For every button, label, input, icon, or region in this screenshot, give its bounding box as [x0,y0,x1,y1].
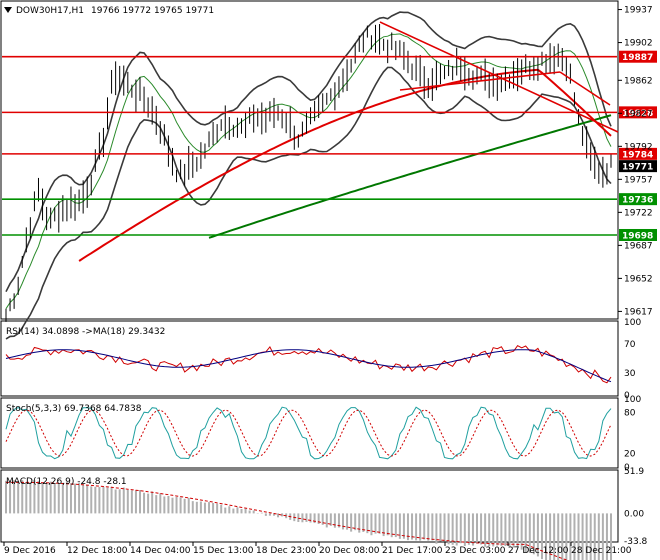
price-tick-label: 19827 [624,109,653,119]
price-tick-label: 19722 [624,208,653,218]
time-axis-label: 18 Dec 23:00 [256,546,317,556]
trendline-upper [379,21,619,133]
level-tag: 19698 [619,228,657,241]
time-axis-label: 21 Dec 17:00 [382,546,443,556]
price-tick-label: 19902 [624,39,653,49]
level-tag-bg [619,193,657,206]
level-tag-label: 19828 [622,109,653,119]
symbol-header: DOW30H17,H1 19766 19772 19765 19771 [4,6,214,16]
ma-long-line [208,114,612,239]
bollinger-lower [5,66,612,340]
price-tick-label: 19757 [624,175,653,185]
level-tag-bg [619,50,657,63]
level-tag-bg [619,147,657,160]
ma-fast [5,33,612,309]
rsi-tick-label: 70 [624,340,636,350]
rsi-tick-label: 30 [624,369,636,379]
time-axis-label: 12 Dec 18:00 [67,546,128,556]
rsi-title: RSI(14) 34.0898 ->MA(18) 29.3432 [6,327,165,337]
macd-tick-label: -33.8 [624,537,648,547]
rsi-line [5,345,612,384]
level-tag-bg [619,106,657,119]
time-axis-label: 20 Dec 08:00 [319,546,380,556]
price-tick-label: 19617 [624,307,653,317]
ma-mid-line [78,68,612,262]
price-tick-label: 19687 [624,241,653,251]
price-tick-label: 19937 [624,6,653,16]
symbol-title: DOW30H17,H1 [16,6,84,16]
level-tag-label: 19784 [622,150,653,160]
bollinger-upper [5,11,612,293]
level-tag: 19887 [619,50,657,63]
price-tick-label: 19652 [624,274,653,284]
stoch-tick-label: 100 [624,395,641,405]
stoch-tick-label: 0 [624,463,630,473]
level-tag: 19828 [619,106,657,119]
time-axis-label: 9 Dec 2016 [4,546,56,556]
time-axis-label: 15 Dec 13:00 [193,546,254,556]
time-axis-label: 27 Dec 12:00 [508,546,569,556]
level-tag-label: 19887 [622,53,653,63]
level-tag-label: 19698 [622,231,653,241]
macd-tick-label: 51.9 [624,467,644,477]
stoch-tick-label: 20 [624,449,636,459]
stoch-main-line [5,406,612,460]
level-tag: 19784 [619,147,657,160]
level-tag-bg [619,228,657,241]
level-tag-label: 19771 [622,163,653,173]
macd-title: MACD(12,26,9) -24.8 -28.1 [6,477,127,487]
level-tag-label: 19736 [622,196,653,206]
triangle-down-icon [4,7,12,13]
trendline-lower-tail [559,71,611,106]
level-tag: 19736 [619,193,657,206]
time-axis-label: 23 Dec 03:00 [445,546,506,556]
trendline-lower [399,71,561,91]
ohlc-values: 19766 19772 19765 19771 [91,6,214,16]
price-tick-label: 19792 [624,142,653,152]
macd-signal-line [6,481,569,560]
time-axis-label: 28 Dec 21:00 [571,546,632,556]
time-axis-label: 14 Dec 04:00 [130,546,191,556]
level-tag: 19771 [619,160,657,173]
macd-tick-label: 0.00 [624,509,644,519]
stoch-title: Stoch(5,3,3) 69.7368 64.7838 [6,404,142,414]
level-tag-bg [619,160,657,173]
price-panel[interactable] [0,0,619,320]
stoch-tick-label: 80 [624,409,636,419]
stoch-signal-line [5,409,612,457]
rsi-tick-label: 0 [624,391,630,401]
rsi-tick-label: 100 [624,318,641,328]
rsi-ma-line [5,349,612,383]
price-tick-label: 19862 [624,76,653,86]
